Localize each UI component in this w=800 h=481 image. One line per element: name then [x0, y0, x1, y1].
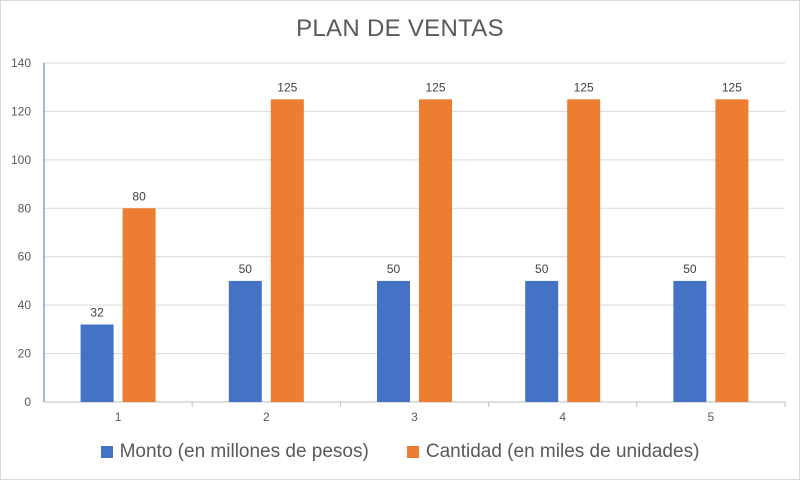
chart-title: PLAN DE VENTAS [296, 15, 504, 42]
x-tick-label: 2 [263, 410, 270, 424]
legend-swatch-monto [100, 446, 113, 458]
x-tick-label: 4 [559, 410, 566, 424]
data-label: 50 [239, 262, 253, 276]
x-tick-label: 5 [708, 410, 715, 424]
bar-series-2-cat-4 [567, 99, 601, 403]
bar-series-1-cat-1 [80, 324, 114, 402]
data-label: 80 [132, 189, 146, 203]
bar-series-2-cat-2 [270, 99, 304, 403]
y-tick-label: 40 [18, 298, 32, 312]
legend-label-monto: Monto (en millones de pesos) [119, 441, 369, 462]
legend: Monto (en millones de pesos) Cantidad (e… [1, 441, 799, 463]
data-label: 125 [425, 80, 445, 94]
y-tick-label: 60 [18, 250, 32, 264]
x-tick-label: 1 [115, 410, 122, 424]
legend-item-monto: Monto (en millones de pesos) [100, 441, 369, 463]
bar-series-1-cat-5 [673, 280, 707, 402]
data-label: 50 [683, 262, 697, 276]
data-label: 125 [277, 80, 297, 94]
bar-series-1-cat-2 [228, 280, 262, 402]
y-tick-label: 100 [11, 153, 31, 167]
y-tick-label: 80 [18, 201, 32, 215]
y-tick-label: 140 [11, 56, 31, 70]
bar-series-2-cat-3 [419, 99, 452, 403]
data-label: 32 [90, 306, 104, 320]
legend-item-cantidad: Cantidad (en miles de unidades) [406, 441, 700, 463]
y-tick-label: 120 [11, 104, 31, 118]
bar-series-1-cat-4 [525, 280, 559, 402]
data-label: 50 [387, 262, 401, 276]
bar-series-2-cat-5 [715, 99, 749, 403]
bar-series-2-cat-1 [122, 208, 156, 402]
data-label: 125 [722, 80, 742, 94]
legend-swatch-cantidad [406, 446, 419, 458]
legend-label-cantidad: Cantidad (en miles de unidades) [425, 441, 700, 462]
bar-series-1-cat-3 [377, 280, 410, 402]
y-tick-label: 20 [18, 347, 32, 361]
x-tick-label: 3 [411, 410, 418, 424]
y-tick-label: 0 [24, 395, 31, 409]
data-label: 125 [574, 80, 594, 94]
data-label: 50 [535, 262, 549, 276]
